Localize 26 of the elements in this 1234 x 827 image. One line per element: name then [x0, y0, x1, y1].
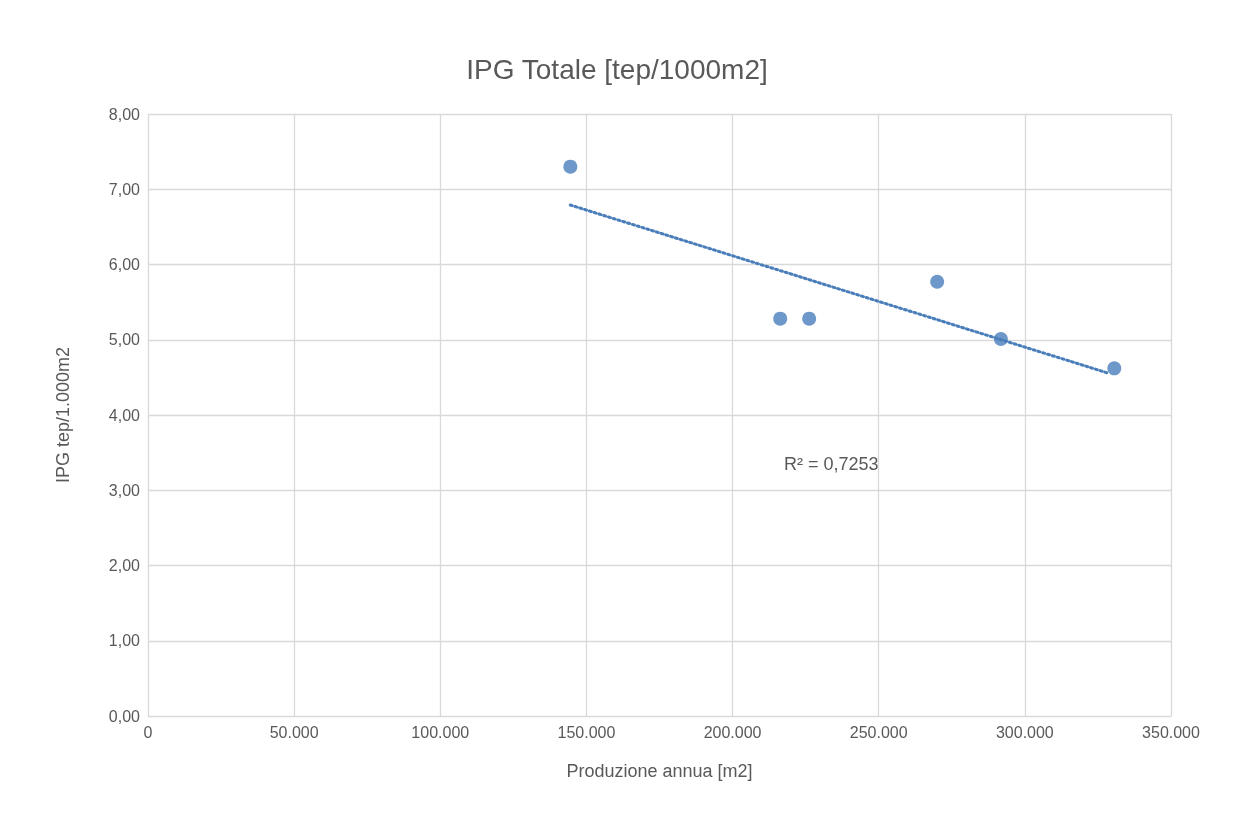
y-tick-label: 5,00 [108, 331, 141, 349]
y-tick-label: 1,00 [108, 632, 141, 650]
chart-title: IPG Totale [tep/1000m2] [466, 53, 768, 85]
x-tick-label: 0 [143, 723, 153, 741]
x-tick-label: 300.000 [995, 723, 1054, 741]
x-tick-label: 100.000 [411, 723, 470, 741]
point [802, 311, 817, 326]
y-tick-label: 8,00 [108, 105, 141, 123]
y-tick-label: 0,00 [108, 707, 141, 725]
x-tick-label: 200.000 [703, 723, 762, 741]
point [930, 274, 945, 289]
x-tick-label: 150.000 [557, 723, 616, 741]
y-tick-label: 6,00 [108, 256, 141, 273]
point [563, 159, 578, 174]
y-tick-label: 7,00 [108, 180, 141, 198]
x-tick-label: 350.000 [1142, 723, 1201, 741]
annotation: R² = 0,7253 [784, 454, 879, 474]
y-tick-label: 2,00 [108, 557, 141, 574]
x-axis-title: Produzione annua [m2] [566, 761, 753, 781]
x-tick-label: 50.000 [269, 723, 319, 741]
y-tick-label: 3,00 [108, 481, 141, 499]
x-tick-label: 250.000 [849, 723, 908, 741]
y-axis-title: IPG tep/1.000m2 [53, 346, 73, 484]
y-tick-label: 4,00 [108, 406, 141, 424]
point [773, 311, 788, 326]
point [1107, 361, 1122, 376]
